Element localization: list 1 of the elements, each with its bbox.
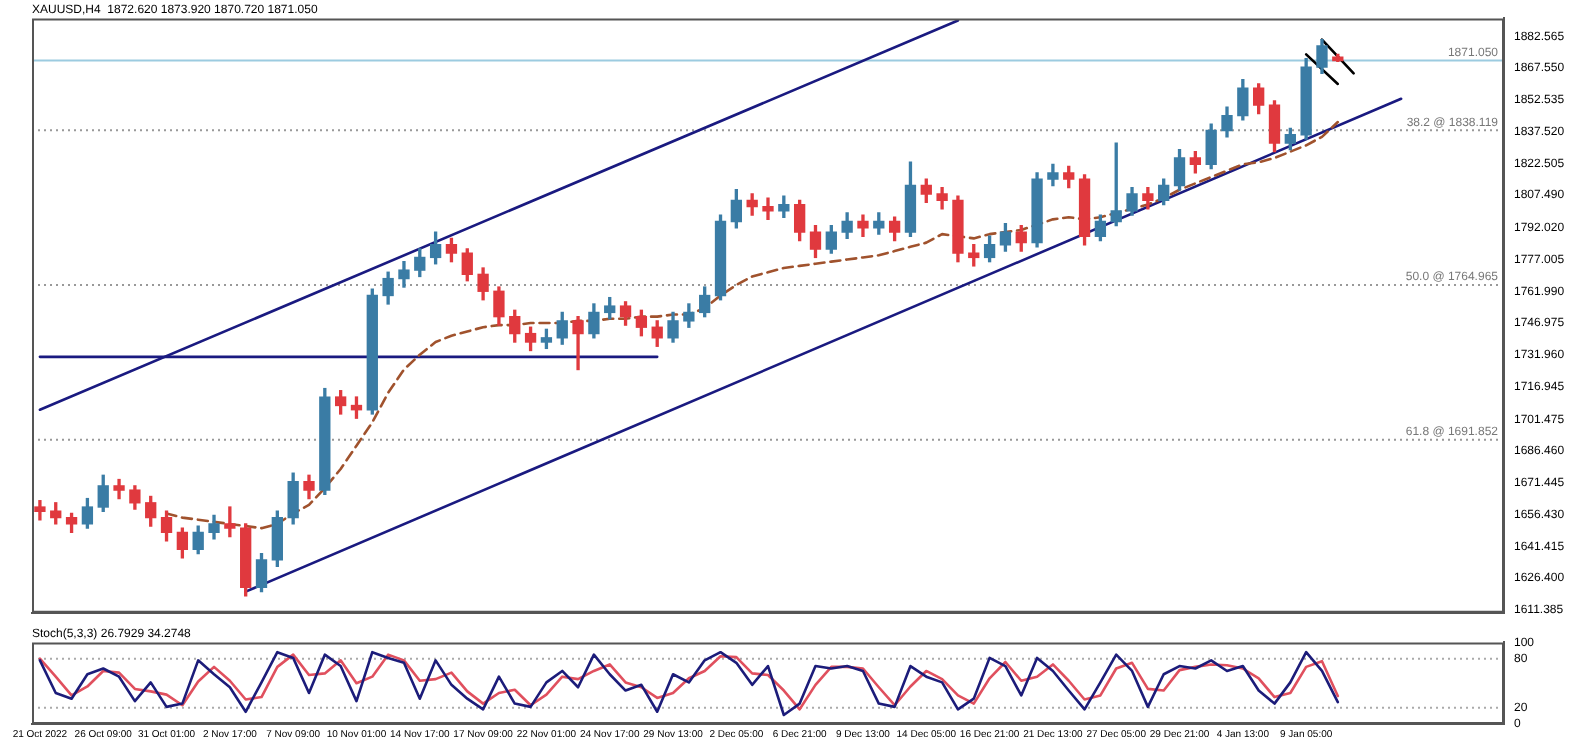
candlestick <box>224 506 236 538</box>
